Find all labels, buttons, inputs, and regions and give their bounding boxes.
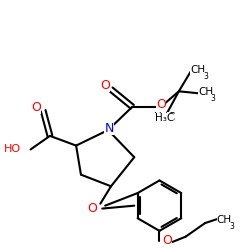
Text: O: O xyxy=(32,101,41,114)
Text: 3: 3 xyxy=(211,94,216,103)
Text: CH: CH xyxy=(217,215,232,225)
Text: HO: HO xyxy=(4,144,21,154)
Text: 3: 3 xyxy=(229,222,234,231)
Text: O: O xyxy=(156,98,166,112)
Text: 3: 3 xyxy=(203,72,208,81)
Text: H: H xyxy=(154,112,162,122)
Text: N: N xyxy=(104,122,114,135)
Text: H₃C: H₃C xyxy=(155,114,174,124)
Text: O: O xyxy=(162,234,172,247)
Text: CH: CH xyxy=(190,65,206,75)
Text: O: O xyxy=(88,202,98,215)
Text: C: C xyxy=(167,112,174,122)
Text: CH: CH xyxy=(198,87,213,97)
Text: O: O xyxy=(100,79,110,92)
